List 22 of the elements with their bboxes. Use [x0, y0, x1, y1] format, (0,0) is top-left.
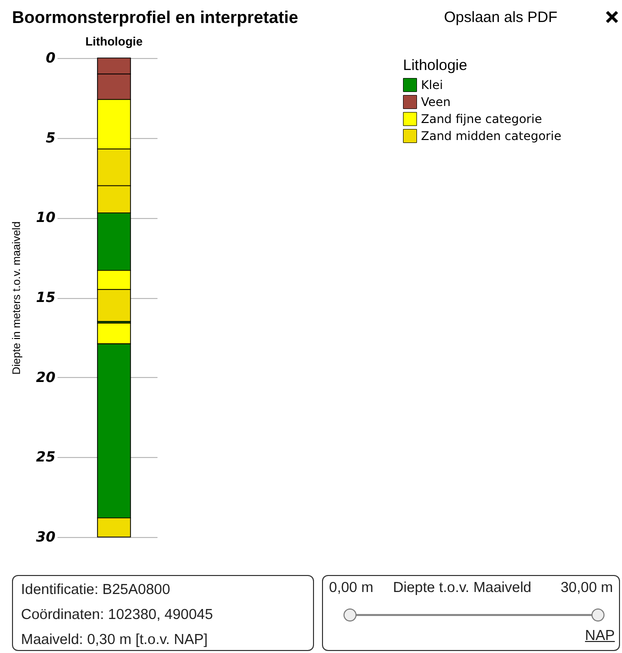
y-tick-label: 10: [36, 210, 56, 226]
y-tick-label: 5: [46, 130, 56, 146]
text: 30,00 m: [560, 580, 613, 596]
legend-label: Klei: [421, 78, 443, 92]
text: Coördinaten: 102380, 490045: [21, 606, 214, 625]
text: Diepte t.o.v. Maaiveld: [393, 580, 532, 596]
y-tick-label: 15: [36, 290, 56, 306]
y-tick-label: 25: [36, 450, 56, 466]
y-axis-title: Diepte in meters t.o.v. maaiveld: [11, 221, 24, 375]
y-tick-label: 0: [46, 50, 56, 66]
text: Maaiveld: 0,30 m [t.o.v. NAP]: [21, 631, 209, 650]
legend-label: Zand midden categorie: [421, 129, 562, 143]
chart-title: Boormonsterprofiel en interpretatie: [12, 8, 298, 28]
legend-label: Veen: [421, 95, 451, 109]
text: Identificatie: B25A0800: [21, 581, 172, 600]
legend-label: Zand fijne categorie: [421, 112, 542, 126]
y-tick-label: 20: [36, 370, 56, 386]
legend-title: Lithologie: [403, 57, 468, 74]
text: 0,00 m: [329, 580, 374, 596]
y-tick-label: 30: [36, 530, 56, 546]
text: NAP: [585, 628, 615, 644]
text: Opslaan als PDF: [444, 9, 558, 26]
